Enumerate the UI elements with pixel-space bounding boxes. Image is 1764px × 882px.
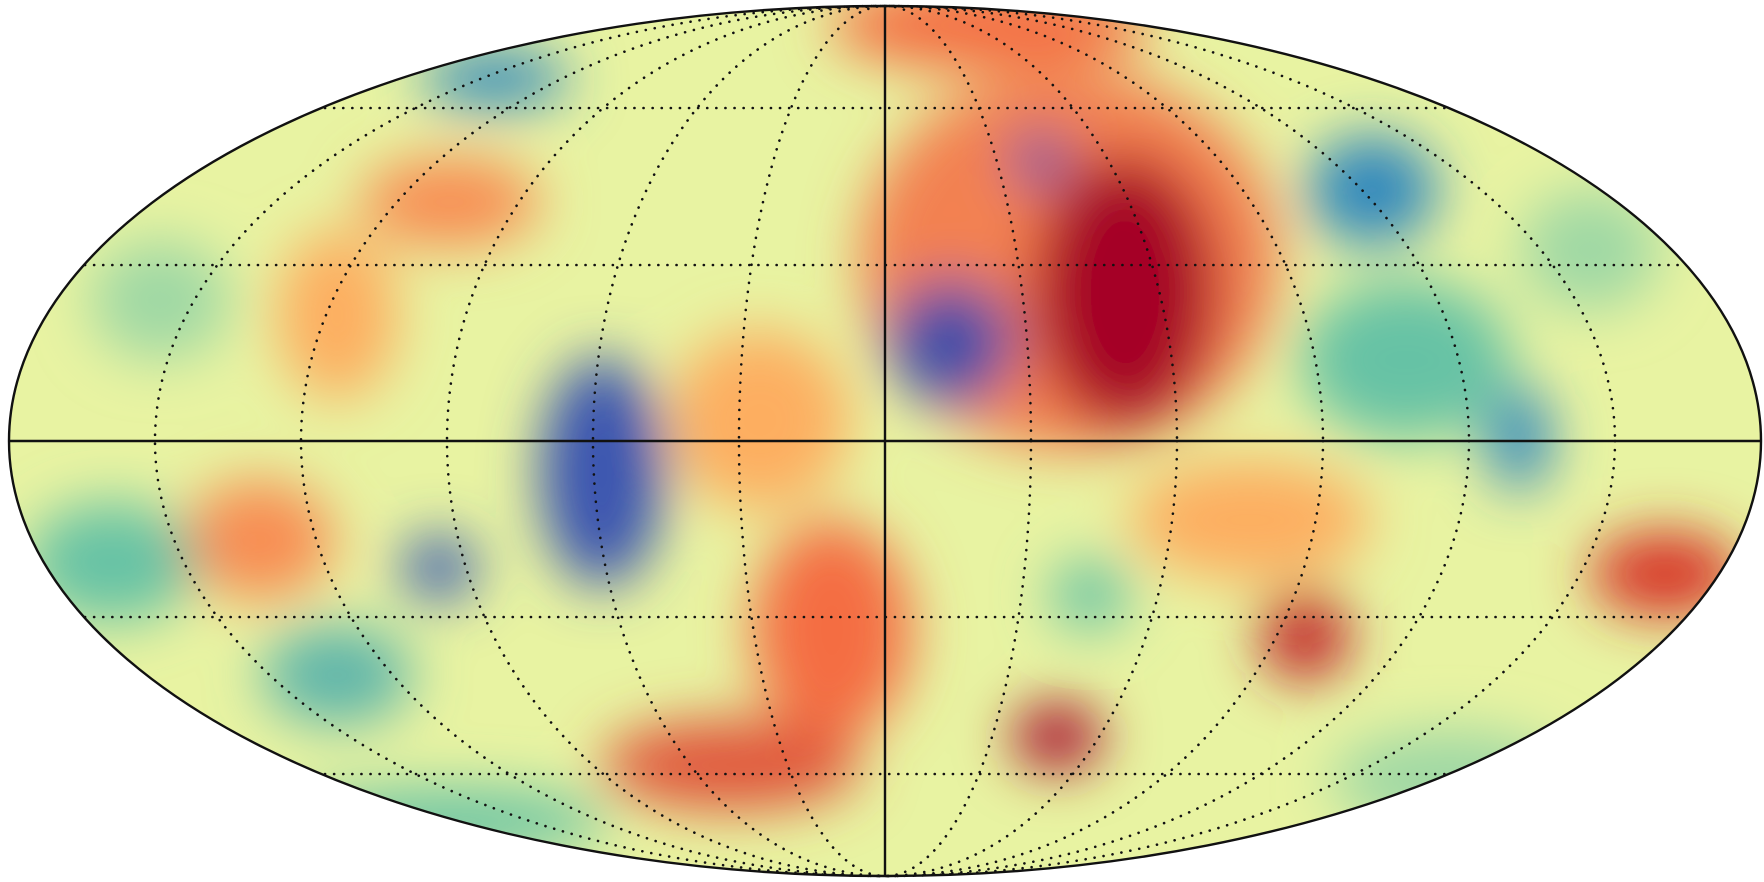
blob (290, 789, 610, 853)
page: {} (0, 0, 1764, 882)
blob (262, 625, 412, 725)
blob (184, 480, 334, 600)
blob (360, 157, 540, 247)
blob (752, 520, 912, 740)
blob (601, 720, 861, 810)
blob (1301, 280, 1511, 440)
blob (1012, 705, 1102, 769)
mollweide-map (0, 0, 1764, 882)
blob (90, 240, 230, 360)
blob (1035, 157, 1215, 427)
blob (1487, 387, 1551, 491)
blob (277, 230, 397, 400)
blob (1260, 591, 1350, 681)
blob (1590, 532, 1740, 616)
blob (1520, 190, 1660, 310)
blob (1330, 730, 1570, 830)
blob (540, 357, 664, 587)
blob (1050, 560, 1130, 630)
blob (888, 281, 1012, 405)
blob (1130, 460, 1370, 580)
blob (1012, 134, 1068, 186)
blob (1307, 135, 1437, 245)
blob (420, 51, 570, 107)
blob (670, 330, 850, 510)
blob (27, 502, 197, 622)
blob (401, 536, 477, 600)
